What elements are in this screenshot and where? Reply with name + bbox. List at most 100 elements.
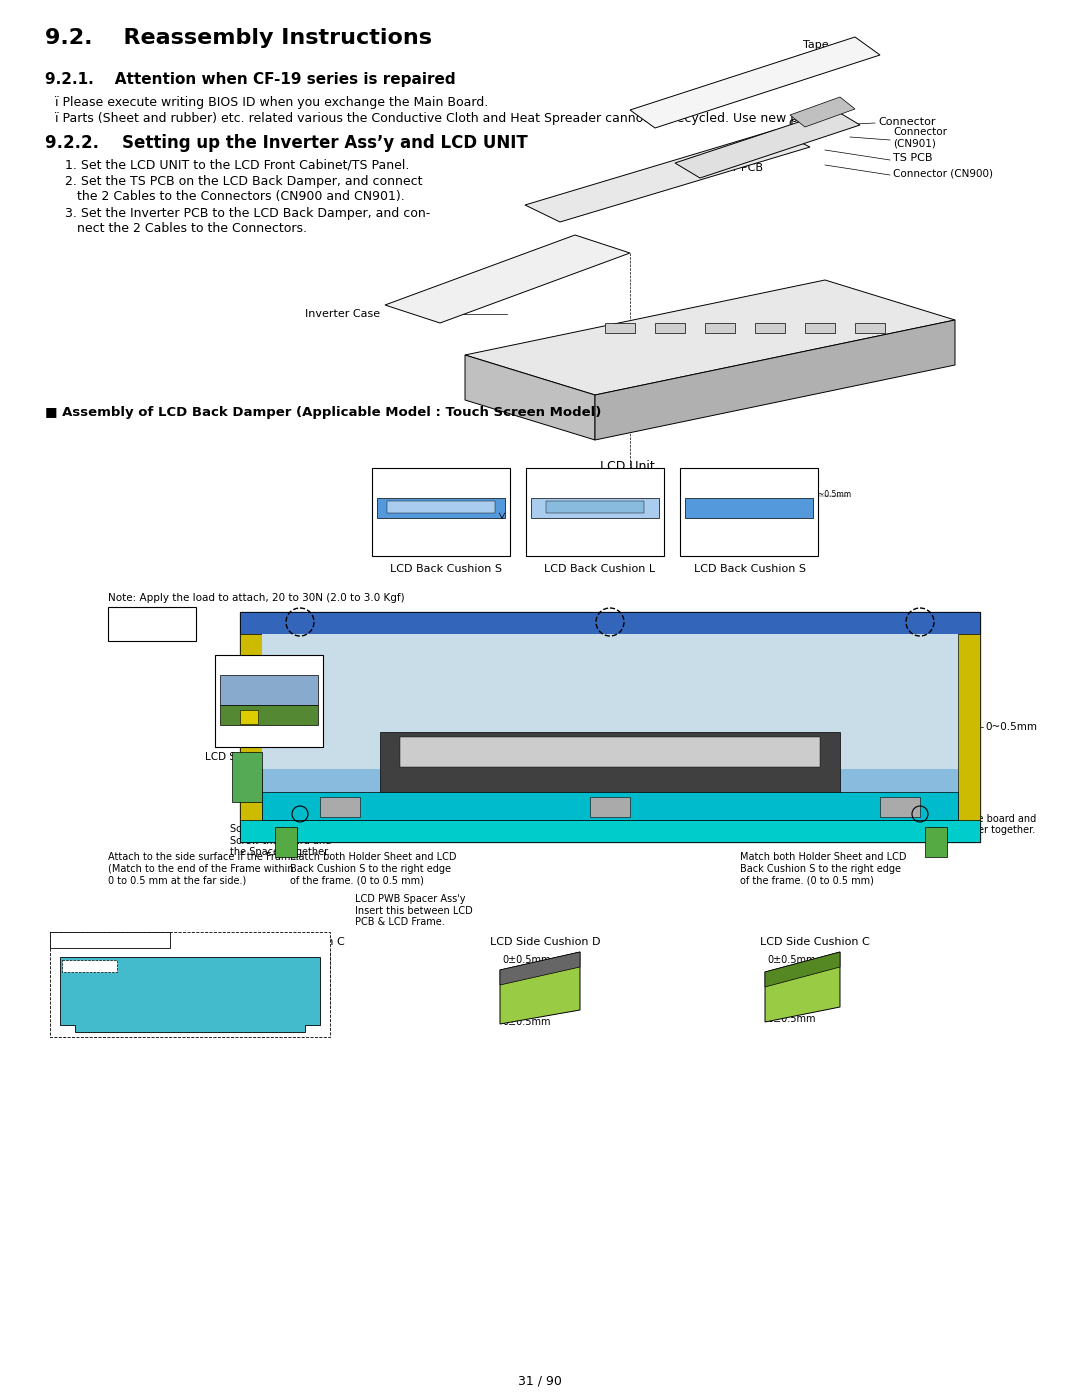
Text: 3. Set the Inverter PCB to the LCD Back Damper, and con-: 3. Set the Inverter PCB to the LCD Back …	[65, 207, 430, 219]
Bar	[685, 497, 813, 518]
Bar	[531, 497, 659, 518]
Text: LCD Back Cushion S: LCD Back Cushion S	[390, 564, 502, 574]
Text: LCD Side Cushion C: LCD Side Cushion C	[235, 937, 345, 947]
Bar	[605, 323, 635, 332]
Polygon shape	[595, 320, 955, 440]
Bar	[855, 323, 885, 332]
Polygon shape	[789, 96, 855, 127]
Text: Connector: Connector	[788, 119, 846, 129]
Polygon shape	[465, 355, 595, 440]
Text: Asymmetric Shape: Asymmetric Shape	[140, 1007, 232, 1017]
Text: Screw ②
Screw the board and
the Spacer together.: Screw ② Screw the board and the Spacer t…	[935, 802, 1036, 835]
Text: Connector
(CN901): Connector (CN901)	[893, 127, 947, 148]
Bar	[590, 798, 630, 817]
Bar	[275, 827, 297, 856]
Bar	[62, 960, 117, 972]
Text: Connector (CN900): Connector (CN900)	[893, 169, 993, 179]
Polygon shape	[500, 951, 580, 985]
Text: 33~35mm: 33~35mm	[310, 629, 362, 638]
Bar	[377, 497, 505, 518]
Text: 0±0.5mm: 0±0.5mm	[255, 1014, 303, 1024]
Text: LCD Back Cushion S: LCD Back Cushion S	[694, 564, 806, 574]
Bar	[240, 612, 980, 634]
Bar	[108, 608, 195, 641]
Text: 1. Set the LCD UNIT to the LCD Front Cabinet/TS Panel.: 1. Set the LCD UNIT to the LCD Front Cab…	[65, 158, 409, 170]
Bar	[526, 468, 664, 556]
Bar	[320, 798, 360, 817]
Text: Detail of "C": Detail of "C"	[561, 471, 629, 481]
Text: Detail of "A": Detail of "A"	[233, 658, 301, 668]
Text: C: C	[630, 641, 638, 651]
Bar	[240, 710, 258, 724]
Polygon shape	[765, 951, 840, 1023]
Text: 9.2.2.    Setting up the Inverter Ass’y and LCD UNIT: 9.2.2. Setting up the Inverter Ass’y and…	[45, 134, 528, 152]
Text: Detail of "B": Detail of "B"	[407, 471, 475, 481]
Text: Remove the Release Paper on
the back side and attach it,
Lengthwise : Match to t: Remove the Release Paper on the back sid…	[510, 752, 683, 792]
Bar	[372, 468, 510, 556]
Text: ①: ①	[297, 800, 307, 810]
Text: 0~0.5mm: 0~0.5mm	[813, 490, 851, 499]
Bar	[387, 502, 495, 513]
Text: Note: Apply the load to attach, 20 to 30N (2.0 to 3.0 Kgf): Note: Apply the load to attach, 20 to 30…	[108, 592, 405, 604]
Text: Inverter PCB: Inverter PCB	[693, 163, 762, 173]
Text: Spacer Sheet: Spacer Sheet	[63, 961, 123, 970]
Text: LCD Side Cushion D: LCD Side Cushion D	[490, 937, 600, 947]
Text: Match both Holder Sheet and LCD
Back Cushion S to the right edge
of the frame. (: Match both Holder Sheet and LCD Back Cus…	[740, 852, 906, 886]
Text: LCD PWB Spacer Ass'y
Insert this between LCD
PCB & LCD Frame.: LCD PWB Spacer Ass'y Insert this between…	[355, 894, 473, 928]
Polygon shape	[525, 130, 810, 222]
Polygon shape	[60, 957, 320, 1032]
Text: ①→②: ①→②	[118, 622, 147, 631]
Text: 2~4mm: 2~4mm	[218, 692, 254, 701]
Text: Screw ①
Screw the board and
the Spacer together.: Screw ① Screw the board and the Spacer t…	[230, 824, 332, 858]
Bar	[755, 323, 785, 332]
Text: Holder Sheet: Holder Sheet	[280, 742, 353, 752]
Text: ï Parts (Sheet and rubber) etc. related various the Conductive Cloth and Heat Sp: ï Parts (Sheet and rubber) etc. related …	[55, 112, 826, 124]
Text: 9.2.1.    Attention when CF-19 series is repaired: 9.2.1. Attention when CF-19 series is re…	[45, 73, 456, 87]
Bar	[958, 634, 980, 820]
Text: 9.2.    Reassembly Instructions: 9.2. Reassembly Instructions	[45, 28, 432, 47]
Text: under the protrusion.: under the protrusion.	[375, 534, 460, 542]
Bar	[220, 675, 318, 705]
Bar	[262, 634, 958, 820]
Text: LCD Back Cushion L: LCD Back Cushion L	[544, 564, 656, 574]
Text: Pass the Cable: Pass the Cable	[683, 522, 742, 532]
Text: Spacer Sheet: Spacer Sheet	[249, 944, 315, 954]
Text: Pass the Cable: Pass the Cable	[529, 522, 588, 532]
Text: Tape: Tape	[804, 41, 828, 50]
Text: 31 / 90: 31 / 90	[518, 1375, 562, 1389]
Text: 0±0.5mm: 0±0.5mm	[767, 1014, 815, 1024]
Text: Match both Holder Sheet and LCD
Back Cushion S to the right edge
of the frame. (: Match both Holder Sheet and LCD Back Cus…	[291, 852, 457, 886]
Bar	[232, 752, 262, 802]
Bar	[680, 468, 818, 556]
Text: 0~1mm: 0~1mm	[685, 486, 721, 495]
Text: Connector: Connector	[878, 117, 935, 127]
Text: 0~0.5mm: 0~0.5mm	[985, 722, 1037, 732]
Bar	[880, 798, 920, 817]
Text: 0~1mm: 0~1mm	[531, 486, 567, 495]
Text: 0±0.5mm: 0±0.5mm	[502, 956, 551, 965]
Bar	[924, 827, 947, 856]
Polygon shape	[500, 951, 580, 1024]
Text: LCD Side Cushion A: LCD Side Cushion A	[205, 752, 308, 761]
Text: 0~1mm: 0~1mm	[377, 486, 414, 495]
Bar	[240, 820, 980, 842]
Text: ■ Assembly of LCD Back Damper (Applicable Model : Touch Screen Model): ■ Assembly of LCD Back Damper (Applicabl…	[45, 407, 602, 419]
Text: Attach to the side surface if the Frame.
(Match to the end of the Frame within
0: Attach to the side surface if the Frame.…	[108, 852, 299, 886]
Bar	[50, 932, 330, 1037]
Text: LCD PCB Spacer: LCD PCB Spacer	[130, 974, 210, 983]
Polygon shape	[249, 951, 330, 988]
Text: ï Please execute writing BIOS ID when you exchange the Main Board.: ï Please execute writing BIOS ID when yo…	[55, 96, 488, 109]
Text: LCD PWB SPACER ASSY: LCD PWB SPACER ASSY	[53, 935, 180, 944]
Polygon shape	[630, 36, 880, 129]
Polygon shape	[675, 110, 860, 177]
Bar	[215, 655, 323, 747]
Bar	[262, 634, 958, 768]
Polygon shape	[384, 235, 630, 323]
Text: A: A	[222, 725, 231, 739]
Bar	[240, 612, 980, 842]
Bar	[220, 705, 318, 725]
Bar	[262, 792, 958, 820]
Text: LCD Side Cushion C: LCD Side Cushion C	[760, 937, 869, 947]
Bar	[380, 732, 840, 798]
Bar	[654, 323, 685, 332]
